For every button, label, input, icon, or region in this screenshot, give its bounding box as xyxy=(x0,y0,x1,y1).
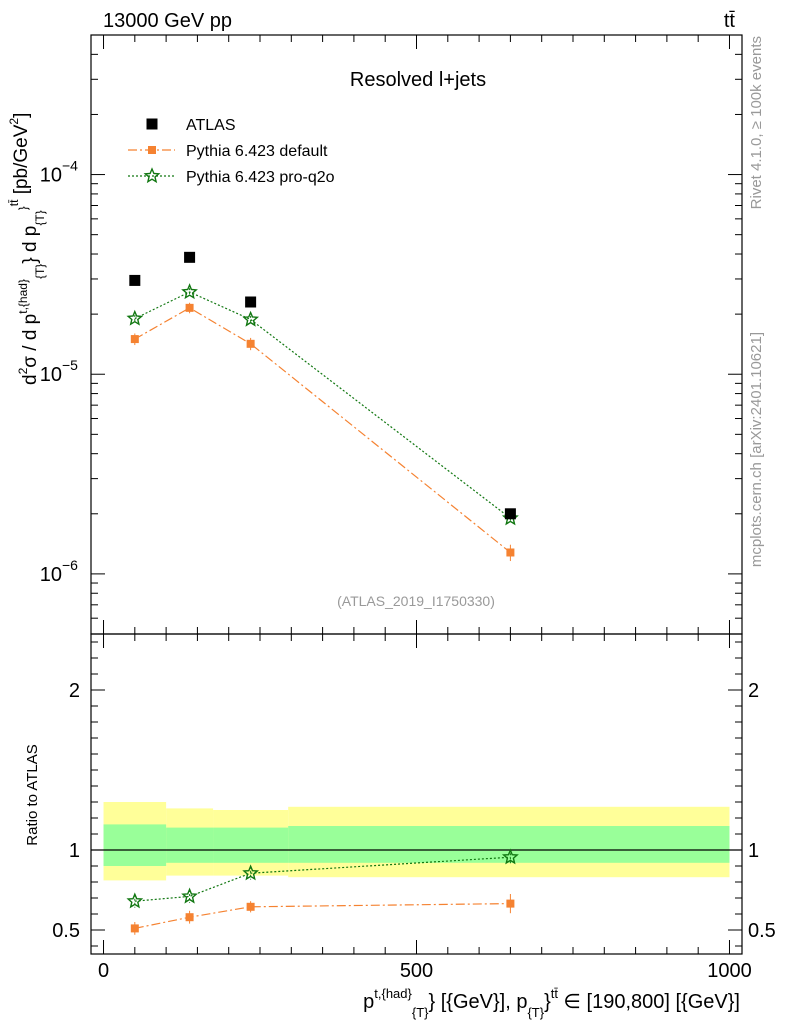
ratio-pythia-proq2o-point xyxy=(126,892,144,909)
y-tick-label: 10−4 xyxy=(40,158,78,187)
legend: ATLAS Pythia 6.423 default Pythia 6.423 pr… xyxy=(128,117,335,186)
ratio-y-tick-label-right: 1 xyxy=(748,840,759,862)
ratio-y-tick-label-right: 0.5 xyxy=(748,920,776,942)
x-axis-label-text: pt,{had}{T}} [{GeV}], p{T}}tt̄ ∈ [190,80… xyxy=(363,986,740,1020)
ratio-y-axis-label: Ratio to ATLAS xyxy=(24,744,41,845)
pythia-proq2o-line xyxy=(134,291,511,519)
atlas-point xyxy=(504,508,516,520)
green-band xyxy=(103,824,167,866)
pythia-default-point xyxy=(130,335,139,344)
ratio-pythia-default-point xyxy=(130,924,139,933)
main-series-layer xyxy=(126,251,519,562)
main-ticks: 10−6 10−5 10−4 xyxy=(40,34,742,635)
pythia-default-point xyxy=(246,339,255,348)
pythia-proq2o-point xyxy=(126,309,144,326)
x-tick-label: 0 xyxy=(98,960,109,982)
ratio-pythia-default-point xyxy=(506,899,515,908)
ratio-series-layer xyxy=(126,848,519,935)
main-y-axis-label-text: d2σ / d pt,{had}{T}} d p{T}}tt̄ [pb/GeV2… xyxy=(7,113,47,385)
legend-marker xyxy=(146,118,158,130)
ratio-uncertainty-bands xyxy=(91,802,742,881)
ratio-pythia-default-point xyxy=(185,913,194,922)
pythia-proq2o-point xyxy=(181,283,198,300)
green-band xyxy=(213,827,289,863)
atlas-point xyxy=(129,274,141,286)
ratio-y-tick-label-right: 2 xyxy=(748,680,759,702)
rivet-label: Rivet 4.1.0, ≥ 100k events xyxy=(748,36,765,209)
x-tick-label: 500 xyxy=(400,960,433,982)
ratio-pythia-proq2o-point xyxy=(181,887,198,904)
y-tick-label: 10−5 xyxy=(40,357,78,386)
pythia-default-point xyxy=(185,303,194,312)
ratio-y-tick-label-left: 2 xyxy=(69,680,80,702)
legend-marker xyxy=(148,146,156,154)
ratio-pythia-proq2o-point xyxy=(242,864,260,881)
legend-marker xyxy=(143,167,161,184)
x-tick-label: 1000 xyxy=(707,960,752,982)
atlas-point xyxy=(184,251,196,263)
main-y-axis-label: d2σ / d pt,{had}{T}} d p{T}}tt̄ [pb/GeV2… xyxy=(7,113,47,385)
ratio-pythia-default-point xyxy=(246,902,255,911)
main-title: Resolved l+jets xyxy=(350,69,486,91)
legend-label: ATLAS xyxy=(186,117,236,134)
analysis-watermark: (ATLAS_2019_I1750330) xyxy=(337,593,495,609)
ratio-y-tick-label-left: 0.5 xyxy=(52,920,80,942)
ratio-y-tick-label-left: 1 xyxy=(69,840,80,862)
mcplots-label: mcplots.cern.ch [arXiv:2401.10621] xyxy=(748,332,765,567)
pythia-default-line xyxy=(134,307,511,553)
green-band xyxy=(166,827,214,863)
ratio-pythia-default-line xyxy=(134,903,511,929)
green-band xyxy=(288,826,730,863)
legend-label: Pythia 6.423 pro-q2o xyxy=(186,169,335,186)
ratio-ticks: 0.5 0.5 1 1 2 2 0 500 1000 xyxy=(52,634,776,982)
energy-label: 13000 GeV pp xyxy=(103,10,232,32)
pythia-proq2o-point xyxy=(242,310,260,327)
y-tick-label: 10−6 xyxy=(40,557,78,586)
process-label: tt̄ xyxy=(724,10,736,32)
ratio-pythia-proq2o-point xyxy=(501,848,519,865)
pythia-default-point xyxy=(506,548,515,557)
legend-label: Pythia 6.423 default xyxy=(186,143,328,160)
atlas-point xyxy=(245,296,257,308)
ratio-frame xyxy=(90,633,743,955)
x-axis-label: pt,{had}{T}} [{GeV}], p{T}}tt̄ ∈ [190,80… xyxy=(363,986,740,1020)
